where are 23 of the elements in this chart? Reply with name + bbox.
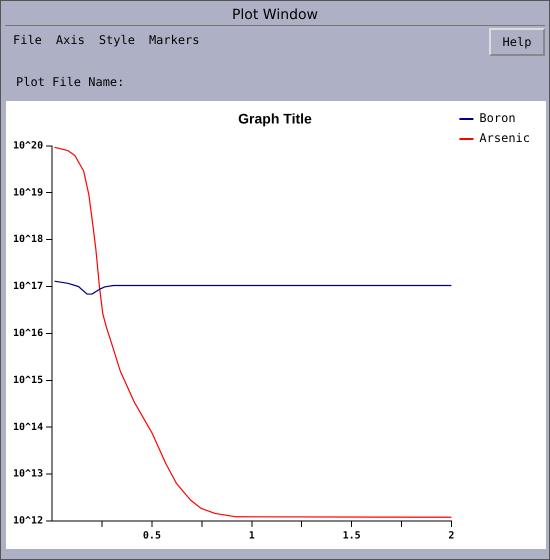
y-tick-label: 10^16: [12, 328, 44, 339]
text: Axis: [56, 33, 85, 47]
y-tick-label: 10^18: [12, 234, 44, 246]
text: Style: [98, 33, 135, 47]
y-tick-label: 10^12: [12, 516, 44, 527]
legend-label: Arsenic: [479, 131, 530, 146]
y-tick-label: 10^15: [12, 374, 44, 386]
text: Help: [489, 28, 545, 56]
x-tick-label: 1: [248, 530, 255, 542]
y-tick-label: 10^14: [12, 422, 44, 433]
x-tick-label: 2: [448, 530, 454, 542]
x-tick-label: 1.5: [342, 530, 361, 542]
y-tick-label: 10^19: [12, 187, 44, 198]
chart-title: Graph Title: [238, 110, 312, 126]
x-tick-label: 0.5: [142, 530, 161, 542]
y-tick-label: 10^13: [12, 468, 44, 480]
text: Markers: [148, 33, 200, 47]
legend-label: Boron: [479, 111, 516, 126]
text: File: [13, 33, 42, 47]
text: Plot File Name:: [16, 75, 124, 89]
y-tick-label: 10^17: [12, 281, 44, 292]
y-tick-label: 10^20: [12, 140, 44, 152]
text: Plot Window: [5, 5, 545, 26]
